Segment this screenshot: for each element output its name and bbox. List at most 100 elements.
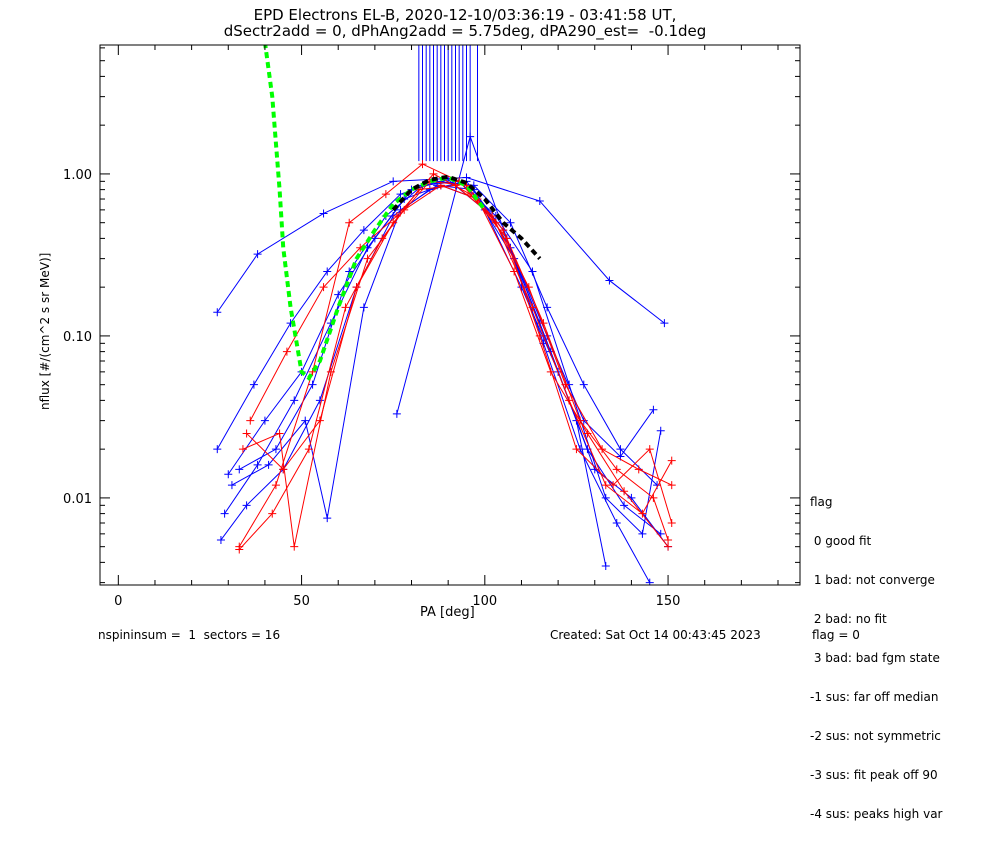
data-point: [649, 405, 658, 414]
legend-item: 1 bad: not converge: [810, 573, 935, 587]
x-axis-label: PA [deg]: [420, 605, 475, 620]
series-line-blue-6: [231, 184, 654, 519]
data-point: [290, 542, 299, 551]
data-point: [579, 380, 588, 389]
data-point: [451, 181, 460, 190]
legend-item: 2 bad: no fit: [810, 612, 887, 626]
data-point: [572, 445, 581, 454]
data-point: [535, 331, 544, 340]
data-point: [649, 493, 658, 502]
data-point: [260, 416, 269, 425]
series-line-blue-3: [220, 180, 607, 567]
footer-nspininsum: nspininsum = 1 sectors = 16: [98, 628, 281, 642]
x-tick-label: 150: [656, 594, 681, 609]
data-point: [319, 209, 328, 218]
data-point: [301, 416, 310, 425]
data-point: [389, 218, 398, 227]
data-point: [315, 416, 324, 425]
data-point: [359, 226, 368, 235]
chart-title-line-2: dSectr2add = 0, dPhAng2add = 5.75deg, dP…: [223, 22, 707, 40]
series-line-blue-8: [239, 180, 662, 535]
data-point: [389, 177, 398, 186]
legend-item: -3 sus: fit peak off 90: [810, 768, 938, 782]
chart-title-line-1: EPD Electrons EL-B, 2020-12-10/03:36:19 …: [253, 6, 677, 24]
data-point: [605, 276, 614, 285]
legend-item: -4 sus: peaks high var: [810, 807, 943, 821]
x-tick-label: 0: [114, 594, 122, 609]
data-point: [528, 267, 537, 276]
data-point: [510, 267, 519, 276]
data-point: [213, 308, 222, 317]
data-point: [227, 481, 236, 490]
data-point: [246, 416, 255, 425]
data-point: [213, 445, 222, 454]
chart-figure: EPD Electrons EL-B, 2020-12-10/03:36:19 …: [38, 6, 943, 821]
data-point: [667, 519, 676, 528]
y-axis-label: nflux [#/(cm^2 s sr MeV)]: [38, 252, 52, 410]
legend-title: flag: [810, 495, 833, 509]
data-point: [638, 529, 647, 538]
data-point: [275, 429, 284, 438]
x-tick-label: 50: [293, 594, 310, 609]
data-point: [502, 234, 511, 243]
data-point: [609, 481, 618, 490]
data-point: [363, 254, 372, 263]
data-point: [290, 396, 299, 405]
data-point: [235, 545, 244, 554]
footer-flag: flag = 0: [812, 628, 860, 642]
data-point: [253, 250, 262, 259]
data-point: [264, 460, 273, 469]
data-point: [664, 535, 673, 544]
data-point: [238, 445, 247, 454]
series-line-blue-1: [216, 177, 665, 324]
data-point: [216, 535, 225, 544]
data-point: [488, 211, 497, 220]
data-point: [271, 481, 280, 490]
data-point: [345, 218, 354, 227]
data-point: [645, 445, 654, 454]
data-point: [392, 211, 401, 220]
data-point: [601, 481, 610, 490]
series-line-red-1: [238, 163, 673, 547]
data-point: [235, 465, 244, 474]
data-point: [601, 561, 610, 570]
data-point: [620, 487, 629, 496]
data-point: [418, 160, 427, 169]
data-point: [308, 380, 317, 389]
data-point: [535, 197, 544, 206]
plot-frame: [99, 44, 801, 586]
data-point: [381, 190, 390, 199]
data-point: [268, 509, 277, 518]
data-point: [282, 347, 291, 356]
data-point: [242, 429, 251, 438]
legend-item: -1 sus: far off median: [810, 690, 939, 704]
data-point: [253, 460, 262, 469]
y-tick-label: 0.10: [63, 330, 92, 345]
data-point: [319, 283, 328, 292]
legend-item: 3 bad: bad fgm state: [810, 651, 940, 665]
legend-item: -2 sus: not symmetric: [810, 729, 941, 743]
data-point: [323, 514, 332, 523]
data-point: [664, 542, 673, 551]
data-point: [323, 267, 332, 276]
data-point: [656, 426, 665, 435]
data-point: [645, 578, 654, 585]
data-point: [506, 218, 515, 227]
data-point: [576, 416, 585, 425]
data-point: [315, 396, 324, 405]
data-point: [249, 380, 258, 389]
data-point: [601, 493, 610, 502]
legend-item: 0 good fit: [810, 534, 872, 548]
data-point: [660, 319, 669, 328]
data-point: [242, 501, 251, 510]
y-tick-label: 0.01: [63, 492, 92, 507]
data-point: [341, 303, 350, 312]
data-point: [224, 470, 233, 479]
data-point: [334, 290, 343, 299]
data-point: [539, 319, 548, 328]
flag-legend: flag 0 good fit 1 bad: not converge 2 ba…: [810, 470, 942, 847]
data-point: [667, 456, 676, 465]
x-tick-label: 100: [472, 594, 497, 609]
data-point: [378, 234, 387, 243]
data-point: [466, 132, 475, 141]
